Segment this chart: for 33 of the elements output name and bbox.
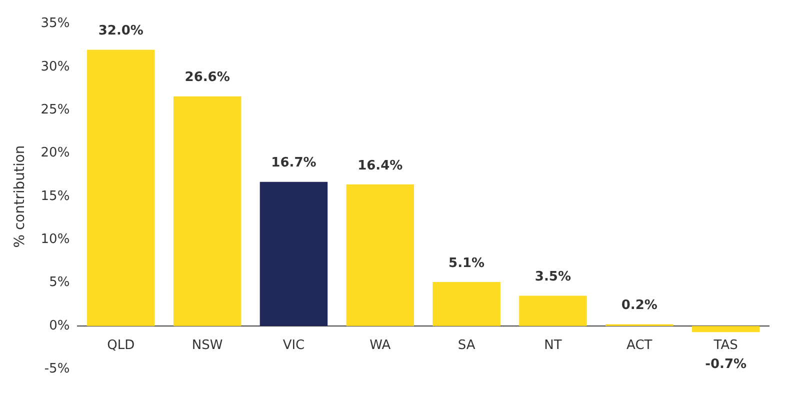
x-tick-label: VIC (282, 338, 305, 354)
y-tick-label: 5% (49, 275, 70, 290)
y-tick-label: 35% (40, 16, 70, 32)
bar (432, 282, 500, 326)
bar (260, 182, 328, 326)
data-label: 26.6% (184, 70, 230, 86)
data-label: 16.4% (358, 158, 403, 174)
data-label: 32.0% (98, 24, 144, 39)
x-tick-label: NT (544, 338, 562, 354)
bar (519, 296, 587, 326)
x-tick-label: TAS (712, 338, 738, 354)
x-tick-label: WA (370, 338, 391, 354)
y-tick-label: 10% (40, 232, 70, 248)
y-tick-label: 30% (40, 59, 70, 74)
y-tick-label: 15% (40, 188, 70, 204)
y-tick-label: 0% (49, 318, 70, 334)
y-tick-label: 25% (40, 102, 70, 118)
x-tick-label: ACT (626, 338, 652, 354)
y-axis-title: % contribution (12, 145, 28, 248)
bar (173, 96, 242, 326)
bar (87, 50, 155, 326)
x-tick-label: QLD (107, 338, 135, 354)
bar (346, 184, 414, 326)
y-tick-label: 20% (40, 146, 70, 161)
x-tick-label: NSW (192, 338, 223, 354)
x-tick-label: SA (458, 338, 476, 354)
y-tick-label: -5% (44, 362, 70, 377)
data-label: 0.2% (621, 298, 658, 314)
data-label: -0.7% (705, 356, 747, 372)
bar (692, 326, 760, 332)
data-label: 5.1% (448, 256, 485, 271)
data-label: 3.5% (534, 270, 571, 285)
data-label: 16.7% (271, 156, 316, 171)
